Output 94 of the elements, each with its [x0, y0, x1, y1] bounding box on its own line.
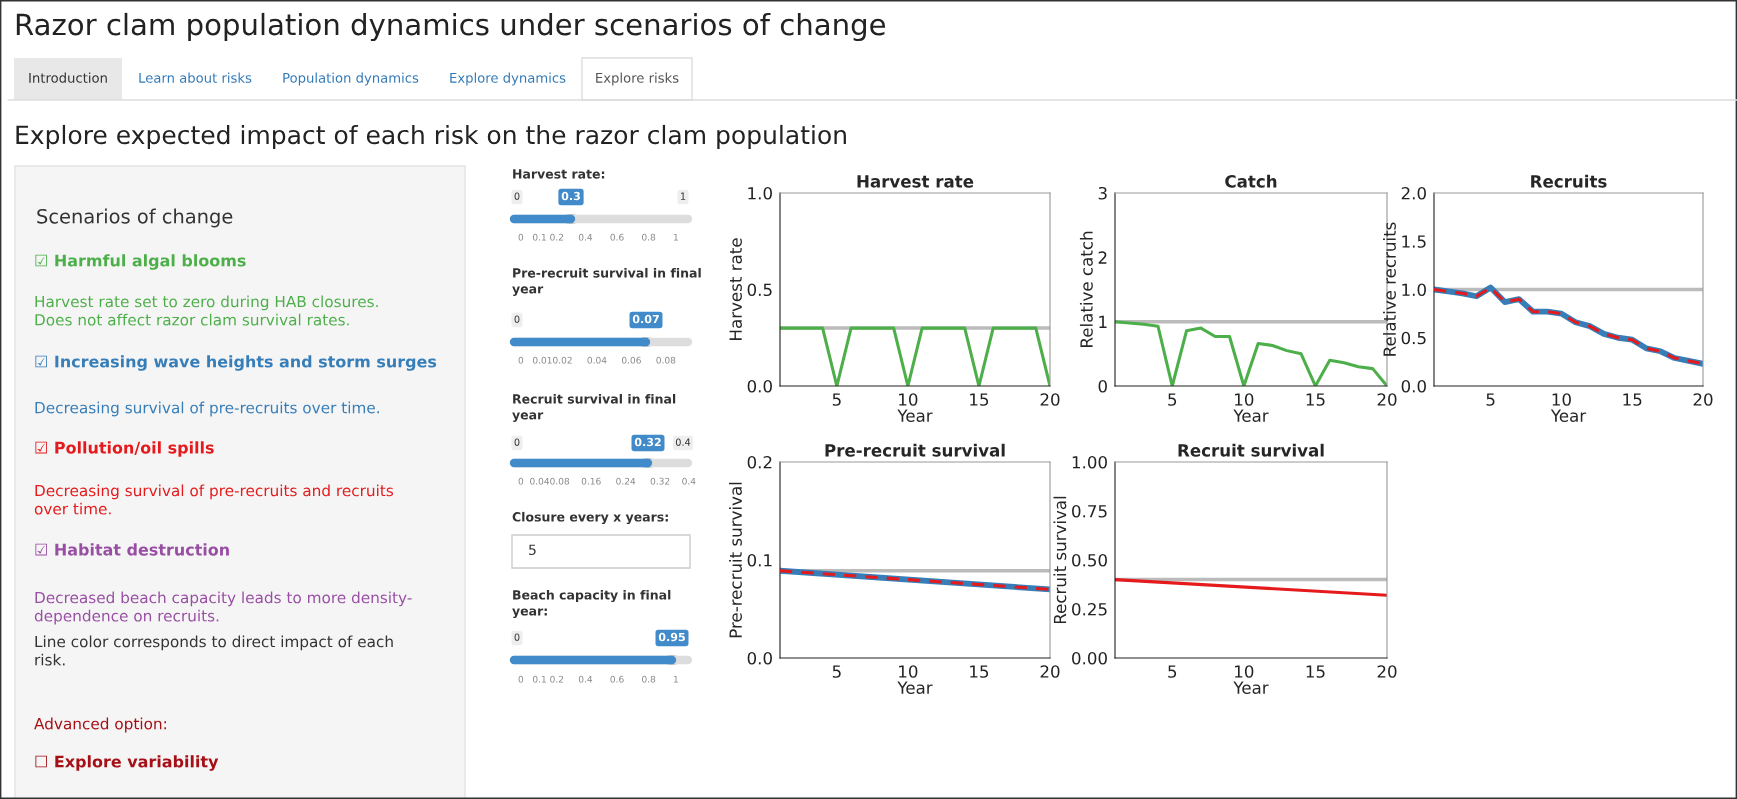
x-tick-label: 10: [1552, 393, 1571, 406]
x-tick-label: 5: [832, 393, 841, 406]
y-tick-label: 1.5: [1402, 235, 1426, 248]
y-tick-label: 0.0: [1401, 379, 1426, 393]
y-tick-label: 0.5: [747, 283, 772, 297]
x-axis-title: Year: [897, 409, 933, 422]
text: Scenarios of change: [37, 208, 233, 228]
text: Pre-recruit survival in final year: [512, 267, 701, 297]
text: ☑ Habitat destruction: [35, 543, 229, 556]
y-tick-label: 0.00: [1072, 651, 1107, 665]
text: Line color corresponds to direct impact of each risk.: [35, 635, 393, 666]
y-tick-label: 0.0: [747, 379, 772, 393]
y-tick-label: 0.5: [1401, 331, 1426, 345]
text: Decreased beach capacity leads to more density- dependence on recruits.: [34, 591, 412, 625]
text: Population dynamics: [283, 72, 419, 86]
x-tick-label: 20: [1040, 665, 1060, 678]
text: ☑ Pollution/oil spills: [35, 441, 214, 457]
text: ☑ Harmful algal blooms: [35, 254, 246, 270]
x-tick-label: 15: [1623, 393, 1642, 406]
text: 0 0.040.08 0.16 0.24 0.32 0.4: [518, 477, 696, 485]
text: 5: [529, 544, 536, 556]
text: 1: [680, 192, 686, 200]
text: 0.07: [632, 314, 659, 324]
y-tick-label: 3: [1098, 186, 1107, 200]
y-tick-label: 1.0: [1402, 283, 1426, 297]
x-tick-label: 20: [1377, 393, 1397, 406]
text: Explore risks: [596, 72, 679, 86]
text: 0.4: [675, 438, 691, 446]
y-axis-title: Recruit survival: [1053, 496, 1067, 624]
x-tick-label: 5: [1168, 393, 1177, 406]
x-tick-label: 20: [1377, 665, 1397, 678]
text: 0 0.010.02 0.04 0.06 0.08: [518, 356, 676, 364]
x-axis-title: Year: [1233, 409, 1269, 422]
y-tick-label: 1.00: [1072, 455, 1107, 469]
text: Decreasing survival of pre-recruits and recruits over time.: [34, 484, 394, 515]
x-axis-title: Year: [1550, 409, 1587, 422]
text: Razor clam population dynamics under scenarios of change: [16, 12, 886, 42]
text: 0: [514, 192, 520, 200]
y-tick-label: 0.1: [747, 553, 772, 567]
x-tick-label: 20: [1040, 393, 1060, 406]
x-tick-label: 10: [1235, 393, 1254, 406]
x-tick-label: 5: [1168, 665, 1177, 678]
y-tick-label: 1.0: [748, 186, 772, 200]
x-tick-label: 10: [899, 665, 918, 678]
text: ☐ Explore variability: [35, 755, 219, 771]
x-tick-label: 10: [1235, 665, 1254, 678]
chart-title: Harvest rate: [857, 175, 974, 188]
chart-title: Recruit survival: [1178, 443, 1324, 457]
y-tick-label: 0: [1098, 379, 1107, 393]
text: 0.3: [561, 191, 580, 201]
x-tick-label: 10: [899, 393, 918, 406]
x-tick-label: 5: [1486, 393, 1495, 406]
text: 0: [514, 315, 520, 323]
y-axis-title: Pre-recruit survival: [729, 482, 742, 638]
y-axis-title: Relative recruits: [1383, 222, 1396, 356]
text: Advanced option:: [34, 717, 166, 733]
text: Introduction: [29, 72, 107, 83]
text: ☑ Increasing wave heights and storm surges: [35, 355, 437, 371]
text: Beach capacity in final year:: [512, 589, 671, 619]
text: 0.95: [658, 632, 685, 642]
x-tick-label: 20: [1693, 393, 1713, 406]
text: Harvest rate:: [513, 169, 605, 179]
y-tick-label: 0.2: [747, 455, 772, 469]
y-tick-label: 0.75: [1072, 504, 1107, 518]
y-tick-label: 2: [1098, 251, 1107, 264]
text: Explore dynamics: [450, 72, 566, 86]
text: Decreasing survival of pre-recruits over time.: [35, 401, 379, 417]
y-tick-label: 0.50: [1072, 553, 1107, 567]
y-tick-label: 1: [1099, 315, 1107, 328]
text: Explore expected impact of each risk on the razor clam population: [16, 124, 846, 150]
x-tick-label: 15: [1306, 665, 1325, 678]
text: Learn about risks: [139, 72, 252, 83]
x-axis-title: Year: [1233, 681, 1269, 694]
y-axis-title: Harvest rate: [729, 238, 742, 340]
chart-title: Recruits: [1531, 174, 1607, 188]
y-tick-label: 2.0: [1401, 186, 1426, 200]
chart-title: Catch: [1225, 174, 1277, 188]
y-tick-label: 0.0: [747, 651, 772, 665]
x-tick-label: 15: [970, 393, 989, 406]
x-tick-label: 5: [832, 665, 841, 678]
x-axis-title: Year: [897, 681, 933, 694]
text: 0 0.1 0.2 0.4 0.6 0.8 1: [518, 675, 678, 683]
y-tick-label: 0.25: [1072, 602, 1107, 616]
chart-title: Pre-recruit survival: [825, 443, 1005, 457]
y-axis-title: Relative catch: [1079, 231, 1093, 347]
text: 0 0.1 0.2 0.4 0.6 0.8 1: [518, 233, 678, 241]
text: Closure every x years:: [512, 511, 668, 525]
text: Recruit survival in final year: [512, 393, 676, 423]
x-tick-label: 15: [1306, 393, 1325, 406]
text: 0.32: [634, 437, 661, 447]
text: 0: [514, 633, 520, 641]
text: Harvest rate set to zero during HAB closures. Does not affect razor clam survival rates.: [35, 295, 378, 326]
text: 0: [514, 438, 520, 446]
x-tick-label: 15: [970, 665, 989, 678]
